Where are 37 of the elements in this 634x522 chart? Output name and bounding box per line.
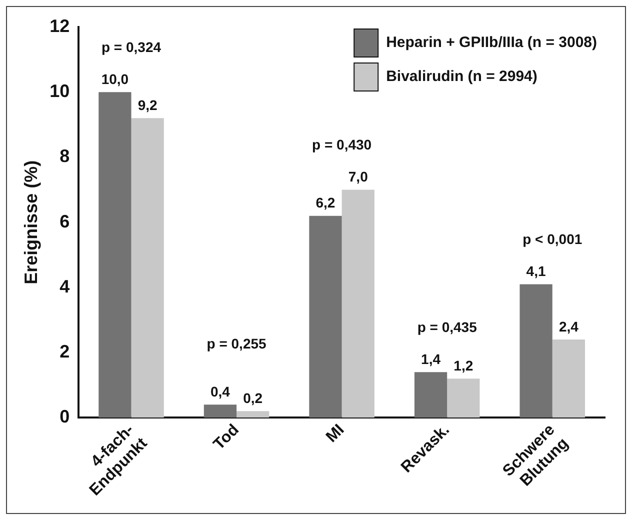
bar bbox=[309, 216, 342, 418]
y-tick-label: 6 bbox=[60, 211, 70, 232]
data-label: 7,0 bbox=[348, 168, 368, 185]
y-axis-title: Ereignisse (%) bbox=[20, 160, 41, 284]
bar bbox=[204, 404, 237, 418]
y-tick-label: 8 bbox=[60, 146, 70, 166]
bar bbox=[98, 92, 132, 418]
annotation: p = 0,435 bbox=[417, 318, 478, 335]
y-tick-label: 2 bbox=[60, 342, 70, 362]
annotation: p < 0,001 bbox=[522, 231, 582, 248]
bar bbox=[520, 284, 552, 418]
data-label: 4,1 bbox=[526, 263, 546, 280]
bar bbox=[414, 372, 448, 418]
bar bbox=[131, 118, 164, 418]
bar bbox=[236, 411, 270, 418]
data-label: 2,4 bbox=[558, 318, 579, 334]
y-tick-label: 0 bbox=[60, 406, 70, 427]
bar bbox=[552, 340, 585, 418]
x-tick-label: MI bbox=[323, 421, 348, 446]
data-label: 0,4 bbox=[210, 384, 230, 400]
data-label: 10,0 bbox=[101, 70, 129, 87]
data-label: 9,2 bbox=[138, 97, 158, 114]
annotation: p = 0,430 bbox=[312, 136, 372, 153]
legend-label: Heparin + GPIIb/IIIa (n = 3008) bbox=[386, 34, 598, 52]
x-tick-label: Tod bbox=[210, 421, 242, 454]
data-label: 0,2 bbox=[243, 390, 263, 406]
y-tick-label: 12 bbox=[50, 16, 70, 36]
data-label: 1,2 bbox=[454, 357, 474, 374]
legend-label: Bivalirudin (n = 2994) bbox=[386, 68, 538, 86]
data-label: 1,4 bbox=[421, 350, 441, 367]
y-tick-label: 4 bbox=[60, 276, 70, 296]
bar bbox=[342, 190, 374, 418]
annotation: p = 0,324 bbox=[101, 38, 162, 55]
data-label: 6,2 bbox=[316, 194, 336, 211]
annotation: p = 0,255 bbox=[206, 336, 267, 352]
bar bbox=[447, 378, 480, 418]
y-tick-label: 10 bbox=[50, 81, 70, 102]
